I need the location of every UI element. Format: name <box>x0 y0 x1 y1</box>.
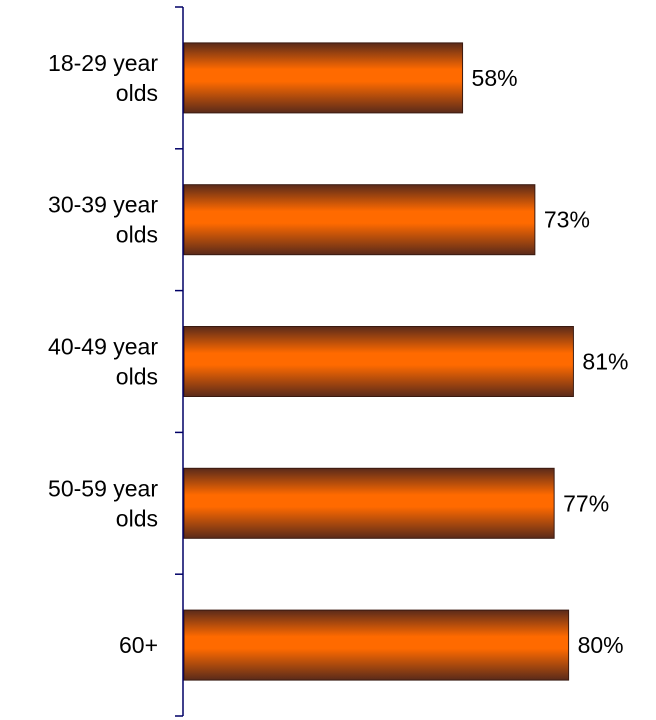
data-label: 73% <box>544 207 590 233</box>
data-label: 77% <box>563 490 609 516</box>
category-axis <box>175 6 184 717</box>
data-label: 81% <box>582 349 628 375</box>
labels-layer: 58% 18-29 year olds 73% 30-39 year olds 81% 40-… <box>48 50 628 658</box>
category-label: 30-39 year olds <box>48 192 158 248</box>
bars-layer <box>183 42 574 681</box>
bar <box>183 609 570 681</box>
bar <box>183 467 555 539</box>
category-label: 18-29 year olds <box>48 50 158 106</box>
category-label: 60+ <box>119 632 158 658</box>
bar <box>183 184 536 256</box>
data-label: 58% <box>472 65 518 91</box>
category-label: 40-49 year olds <box>48 334 158 390</box>
bar <box>183 326 574 397</box>
category-label: 50-59 year olds <box>48 475 158 531</box>
data-label: 80% <box>578 632 624 658</box>
bar <box>183 42 464 114</box>
